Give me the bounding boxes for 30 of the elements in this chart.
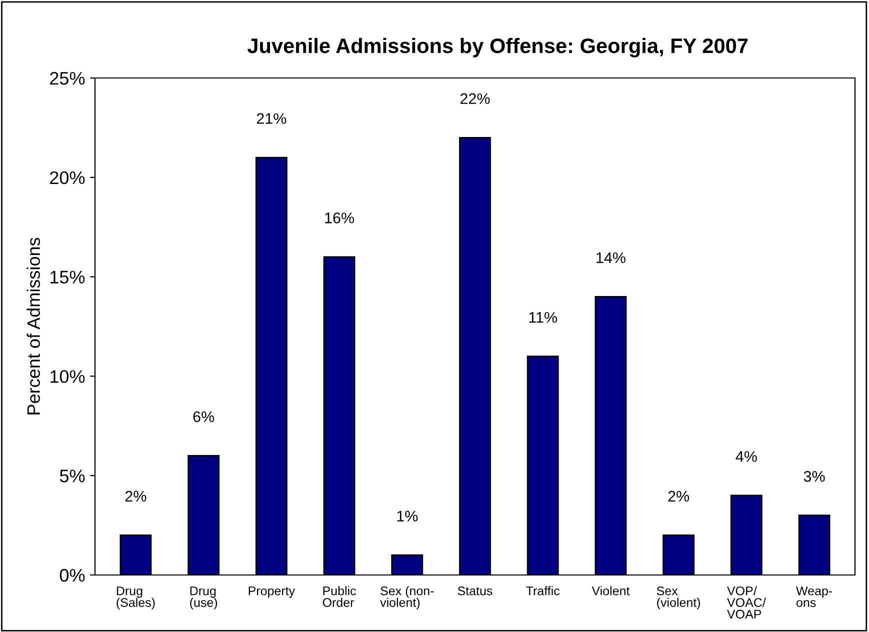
y-tick-label: 10% — [50, 370, 85, 383]
x-tick-label: Drug (use) — [190, 586, 218, 610]
data-label: 4% — [736, 451, 757, 462]
data-label: 2% — [668, 490, 690, 502]
y-tick-label: 20% — [50, 171, 85, 184]
data-label: 16% — [325, 212, 354, 224]
x-tick-label: Traffic — [526, 586, 560, 596]
x-tick-label: Violent — [592, 586, 630, 596]
y-tick-label: 15% — [50, 270, 85, 284]
x-tick-label: Property — [248, 586, 296, 598]
data-label: 14% — [596, 252, 626, 264]
data-label: 2% — [125, 490, 146, 502]
x-tick-label: Weap- ons — [796, 586, 832, 607]
x-tick-label: VOP/ VOAC/ VOAP — [727, 586, 766, 619]
y-tick-label: 25% — [50, 72, 85, 85]
x-tick-label: Sex (non- violent) — [380, 586, 434, 610]
y-tick-label: 5% — [60, 470, 85, 482]
data-label: 1% — [397, 510, 418, 522]
x-tick-label: Sex (violent) — [656, 586, 700, 610]
chart-title: Juvenile Admissions by Offense: Georgia, FY 2007 — [247, 38, 748, 58]
x-tick-label: Status — [458, 586, 492, 596]
y-axis-title: Percent of Admissions — [26, 238, 40, 414]
data-label: 22% — [460, 93, 490, 104]
data-label: 3% — [804, 470, 825, 482]
data-label: 21% — [256, 113, 286, 124]
data-label: 11% — [529, 312, 558, 323]
x-tick-label: Drug (Sales) — [116, 586, 155, 610]
x-tick-label: Public Order — [322, 586, 356, 607]
data-label: 6% — [193, 411, 214, 422]
y-tick-label: 0% — [60, 568, 85, 582]
